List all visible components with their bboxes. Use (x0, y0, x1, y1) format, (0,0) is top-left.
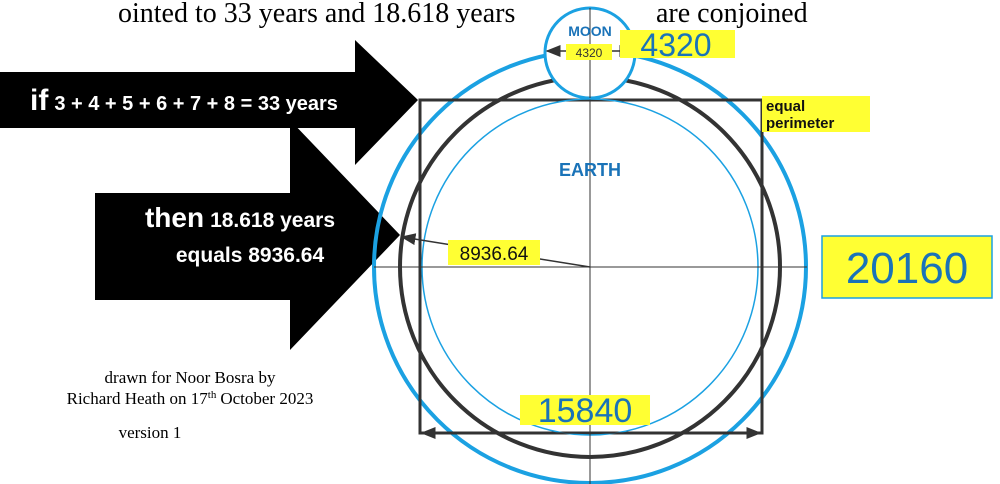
header-right: are conjoined (656, 0, 808, 29)
moon-value: 4320 (640, 27, 711, 63)
highlight (620, 30, 735, 58)
credit-3: version 1 (119, 423, 182, 442)
credit-1: drawn for Noor Bosra by (105, 368, 276, 387)
earth-label: EARTH (559, 160, 621, 180)
moon-label: MOON (568, 23, 612, 39)
earth-radius: 8936.64 (460, 244, 529, 265)
earth-width: 15840 (538, 392, 633, 430)
arrow-bottom-line1: then 18.618 years (145, 202, 335, 233)
circumference-box (821, 235, 993, 299)
highlight (762, 96, 870, 132)
arrow-top (0, 40, 418, 165)
arrow-bottom (95, 120, 400, 350)
arrow-top-text: if 3 + 4 + 5 + 6 + 7 + 8 = 33 years (30, 84, 338, 117)
highlight (520, 395, 650, 425)
highlight (566, 44, 612, 60)
header-left: ointed to 33 years and 18.618 years (118, 0, 515, 29)
arrow-bottom-line2: equals 8936.64 (176, 244, 325, 267)
square-note-1: equal (766, 98, 805, 115)
earth-circumference: 20160 (846, 244, 968, 293)
credit-2: Richard Heath on 17th October 2023 (67, 389, 314, 408)
highlight (448, 240, 540, 265)
moon-diameter: 4320 (576, 46, 603, 60)
square-note-2: perimeter (766, 115, 835, 132)
